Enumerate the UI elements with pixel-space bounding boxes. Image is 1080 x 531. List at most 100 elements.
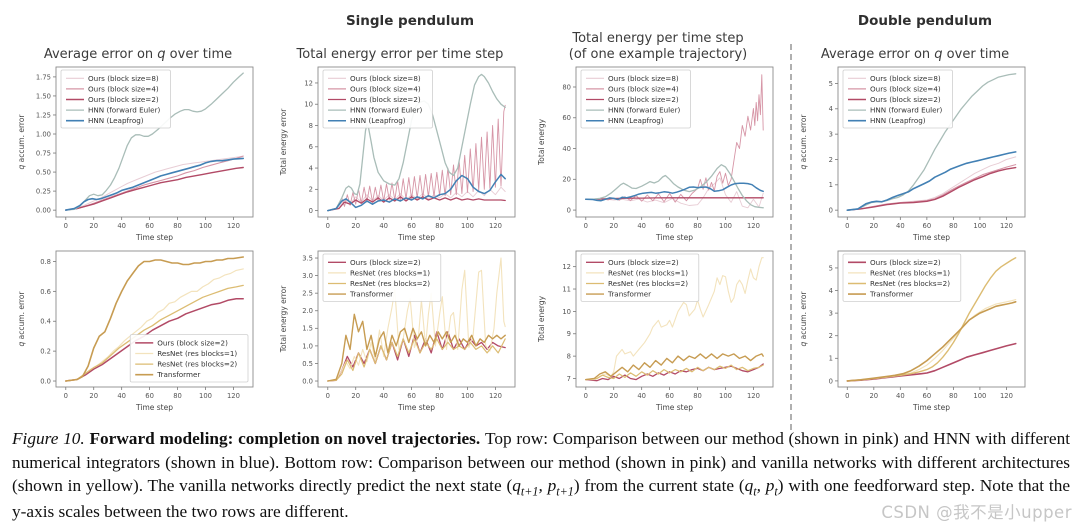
svg-text:100: 100: [973, 222, 986, 230]
legend: Ours (block size=2)ResNet (res blocks=1)…: [842, 253, 962, 302]
y-axis-label: Total energy: [537, 295, 546, 343]
legend: Ours (block size=8)Ours (block size=4) Ou…: [322, 69, 433, 129]
single-energy-error-plot: 0 20 40 60 80 100 120 0 2 4 6 8 10 12 Time step Total e…: [279, 66, 516, 242]
svg-text:10: 10: [304, 101, 313, 109]
svg-text:80: 80: [949, 392, 958, 400]
svg-text:1.0: 1.0: [302, 342, 313, 350]
svg-text:20: 20: [351, 392, 360, 400]
svg-text:40: 40: [896, 392, 905, 400]
svg-text:100: 100: [199, 392, 212, 400]
series-hnn-forward-euler: [585, 164, 764, 209]
svg-text:60: 60: [145, 392, 154, 400]
legend-label: HNN (forward Euler): [88, 106, 161, 115]
svg-text:40: 40: [117, 392, 126, 400]
svg-text:4: 4: [309, 164, 313, 172]
svg-text:0.50: 0.50: [36, 168, 51, 176]
svg-text:3: 3: [829, 131, 833, 139]
chart-single-avg-q-error-vanilla: 0 20 40 60 80 100 120 0.0 0.2 0.4 0.6 0.8 Time step q…: [14, 246, 262, 414]
y-axis-label: Total energy error: [279, 108, 288, 176]
svg-text:20: 20: [89, 222, 98, 230]
svg-text:1.25: 1.25: [36, 111, 51, 119]
svg-text:0: 0: [64, 222, 68, 230]
svg-text:2.5: 2.5: [302, 290, 313, 298]
series-hnn-leapfrog: [327, 173, 506, 212]
series-ours-block-size-8: [585, 177, 764, 209]
double-avg-q-error-vanilla-plot: 0 20 40 60 80 100 120 0 1 2 3 4 5 Time step q accum. e…: [799, 250, 1026, 412]
y-axis-label: q accum. error: [799, 291, 808, 347]
group-header-double-pendulum: Double pendulum: [857, 13, 993, 29]
chart-title-line: Total energy error per time step: [296, 46, 504, 62]
caption-run: Forward modeling: completion on novel tr…: [89, 429, 485, 448]
x-axis-label: Time step: [912, 233, 950, 242]
chart-title-line: Total energy per time step: [572, 31, 744, 47]
svg-text:2: 2: [829, 156, 833, 164]
legend: Ours (block size=8)Ours (block size=4) Ou…: [60, 69, 171, 129]
svg-text:0.5: 0.5: [302, 360, 313, 368]
legend-label: HNN (Leapfrog): [608, 116, 664, 125]
axes: 0 20 40 60 80 100 120 0 1 2 3 4 5: [829, 250, 1026, 400]
chart-single-energy-error-vanilla: 0 20 40 60 80 100 120 0.0 0.5 1.0 1.5 2.0 2.5 3.0 3.5 T…: [276, 246, 524, 414]
svg-text:60: 60: [923, 222, 932, 230]
caption-run: qt, pt: [744, 476, 778, 499]
chart-single-avg-q-error: Average error on q over time 0 20 40 60 80 10…: [14, 30, 262, 244]
svg-text:40: 40: [637, 392, 646, 400]
svg-text:0.00: 0.00: [36, 207, 51, 215]
svg-text:1: 1: [829, 181, 833, 189]
svg-text:0: 0: [584, 222, 588, 230]
svg-text:0: 0: [567, 206, 571, 214]
x-axis-label: Time step: [655, 233, 693, 242]
legend-label: HNN (forward Euler): [350, 106, 423, 115]
svg-text:80: 80: [693, 222, 702, 230]
svg-text:7: 7: [567, 375, 571, 383]
svg-text:8: 8: [309, 122, 313, 130]
svg-text:20: 20: [609, 222, 618, 230]
legend-label: ResNet (res blocks=2): [608, 279, 688, 288]
legend-label: Ours (block size=8): [350, 74, 421, 83]
svg-text:120: 120: [489, 392, 502, 400]
series-ours-block-size-2: [846, 342, 1017, 382]
legend-label: Ours (block size=2): [88, 95, 159, 104]
chart-title: Total energy per time step (of one exampl…: [534, 30, 782, 62]
series-transformer: [327, 313, 506, 382]
svg-text:60: 60: [562, 114, 571, 122]
y-axis-label: q accum. error: [17, 291, 26, 347]
series-ours-block-size-2: [65, 166, 244, 211]
svg-text:1.5: 1.5: [302, 325, 313, 333]
svg-text:20: 20: [89, 392, 98, 400]
axes: 0 20 40 60 80 100 120 0.0 0.5 1.0 1.5 2.0 2.5 3.0 3.5: [302, 250, 516, 400]
svg-text:3: 3: [829, 310, 833, 318]
single-total-energy-vanilla-plot: 0 20 40 60 80 100 120 7 8 9 10 11 12 Time step Total e…: [537, 250, 774, 412]
axes: 0 20 40 60 80 100 120 0 20 40 60 80: [562, 66, 774, 230]
series-resnet-res-blocks-2: [846, 257, 1017, 382]
svg-text:20: 20: [869, 392, 878, 400]
legend-label: HNN (forward Euler): [870, 106, 943, 115]
x-axis-label: Time step: [135, 233, 173, 242]
svg-text:8: 8: [567, 353, 571, 361]
axes: 0 20 40 60 80 100 120 0 1 2 3 4 5: [829, 66, 1026, 230]
series-ours-block-size-4: [65, 155, 244, 211]
svg-text:120: 120: [1000, 222, 1013, 230]
svg-text:9: 9: [567, 330, 571, 338]
svg-text:4: 4: [829, 105, 833, 113]
legend-label: Ours (block size=2): [608, 95, 679, 104]
svg-text:100: 100: [461, 392, 474, 400]
chart-title: Average error on q over time: [14, 30, 262, 62]
x-axis-label: Time step: [397, 403, 435, 412]
svg-text:0: 0: [845, 392, 849, 400]
single-energy-error-vanilla-plot: 0 20 40 60 80 100 120 0.0 0.5 1.0 1.5 2.0 2.5 3.0 3.5 T…: [279, 250, 516, 412]
svg-text:2: 2: [829, 332, 833, 340]
svg-text:40: 40: [637, 222, 646, 230]
y-axis-label: q accum. error: [799, 114, 808, 170]
svg-text:0.0: 0.0: [40, 377, 51, 385]
series-hnn-leapfrog: [64, 157, 244, 211]
series-ours-block-size-2: [846, 166, 1017, 211]
svg-text:60: 60: [407, 392, 416, 400]
x-axis-label: Time step: [912, 403, 950, 412]
legend-label: Transformer: [349, 290, 393, 299]
legend-label: ResNet (res blocks=1): [608, 268, 688, 277]
caption-run: qt+1, pt+1: [512, 476, 574, 499]
legend-label: Ours (block size=8): [608, 74, 679, 83]
axes: 0 20 40 60 80 100 120 7 8 9 10 11 12: [562, 250, 774, 400]
svg-text:11: 11: [562, 285, 571, 293]
